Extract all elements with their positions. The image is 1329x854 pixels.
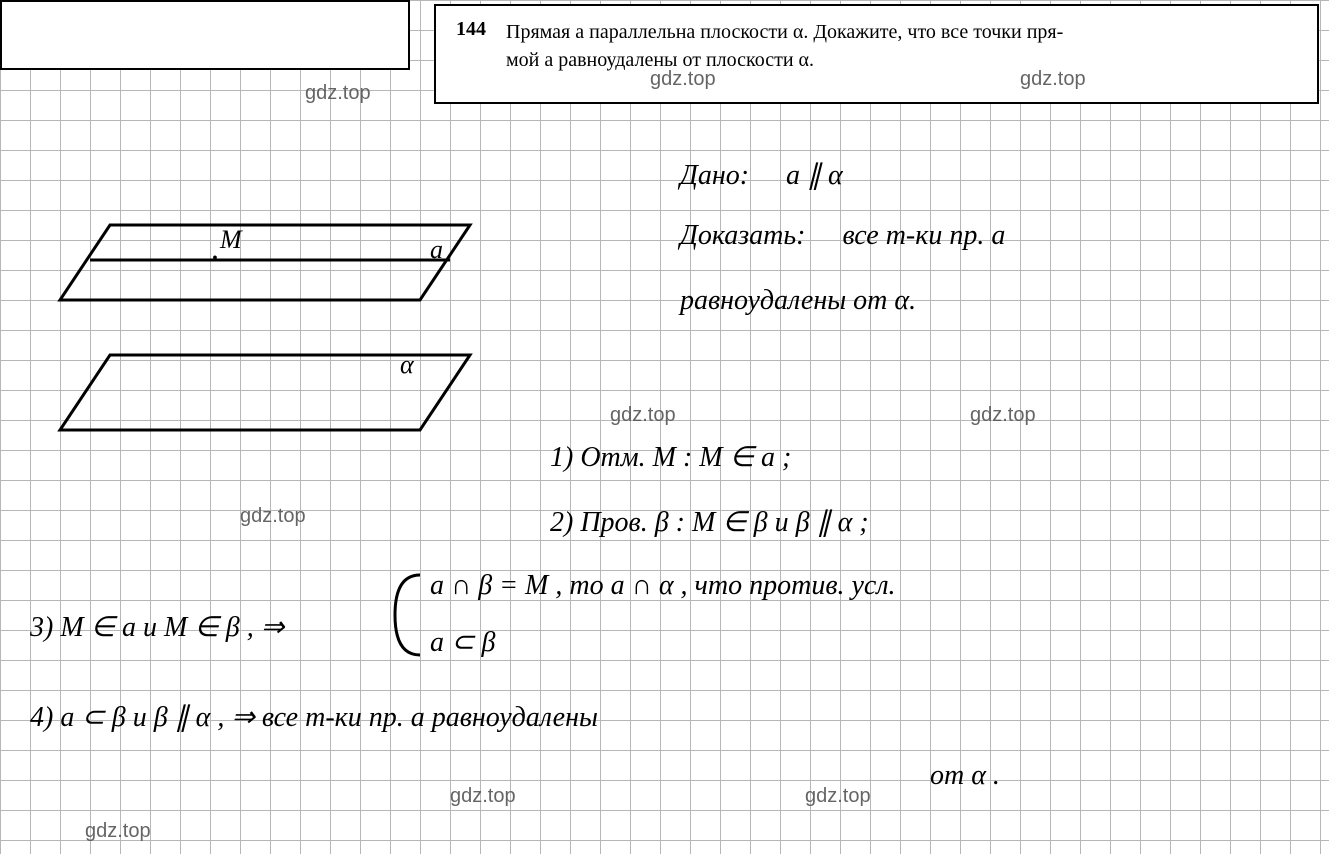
point-dot: • bbox=[212, 250, 218, 268]
problem-line-1: Прямая a параллельна плоскости α. Докажи… bbox=[506, 21, 1063, 43]
watermark: gdz.top bbox=[305, 82, 371, 105]
given-label-text: Дано: bbox=[680, 160, 749, 191]
step-4: 4) а ⊂ β и β ∥ α , ⇒ все т-ки пр. а равн… bbox=[30, 700, 598, 734]
problem-box: 144 Прямая a параллельна плоскости α. До… bbox=[434, 4, 1319, 104]
problem-number: 144 bbox=[456, 18, 486, 90]
watermark: gdz.top bbox=[650, 68, 716, 91]
watermark: gdz.top bbox=[970, 404, 1036, 427]
watermark: gdz.top bbox=[805, 785, 871, 808]
watermark: gdz.top bbox=[240, 505, 306, 528]
step-3-case-2: а ⊂ β bbox=[430, 625, 495, 659]
top-left-box bbox=[0, 0, 410, 70]
step-2: 2) Пров. β : М ∈ β и β ∥ α ; bbox=[550, 505, 869, 539]
prove-label: Доказать: все т-ки пр. а bbox=[680, 220, 1005, 252]
step-1: 1) Отм. М : М ∈ а ; bbox=[550, 440, 791, 474]
step-4-end: от α . bbox=[930, 760, 1000, 792]
prove-content-1: все т-ки пр. а bbox=[842, 220, 1005, 251]
upper-plane-diagram bbox=[50, 220, 490, 310]
given-content: a ∥ α bbox=[786, 160, 843, 191]
prove-content-2: равноудалены от α. bbox=[680, 285, 916, 317]
lower-plane-diagram bbox=[50, 350, 490, 440]
watermark: gdz.top bbox=[85, 820, 151, 843]
watermark: gdz.top bbox=[610, 404, 676, 427]
label-M: М bbox=[220, 225, 242, 255]
bracket-icon bbox=[390, 570, 430, 660]
given-label: Дано: a ∥ α bbox=[680, 158, 843, 192]
prove-label-text: Доказать: bbox=[680, 220, 805, 251]
label-alpha: α bbox=[400, 350, 414, 380]
step-3-left: 3) М ∈ а и М ∈ β , ⇒ bbox=[30, 610, 284, 644]
watermark: gdz.top bbox=[1020, 68, 1086, 91]
step-3-case-1: а ∩ β = М , то а ∩ α , что против. усл. bbox=[430, 570, 896, 602]
watermark: gdz.top bbox=[450, 785, 516, 808]
problem-text: Прямая a параллельна плоскости α. Докажи… bbox=[506, 18, 1063, 90]
label-a: а bbox=[430, 235, 443, 265]
